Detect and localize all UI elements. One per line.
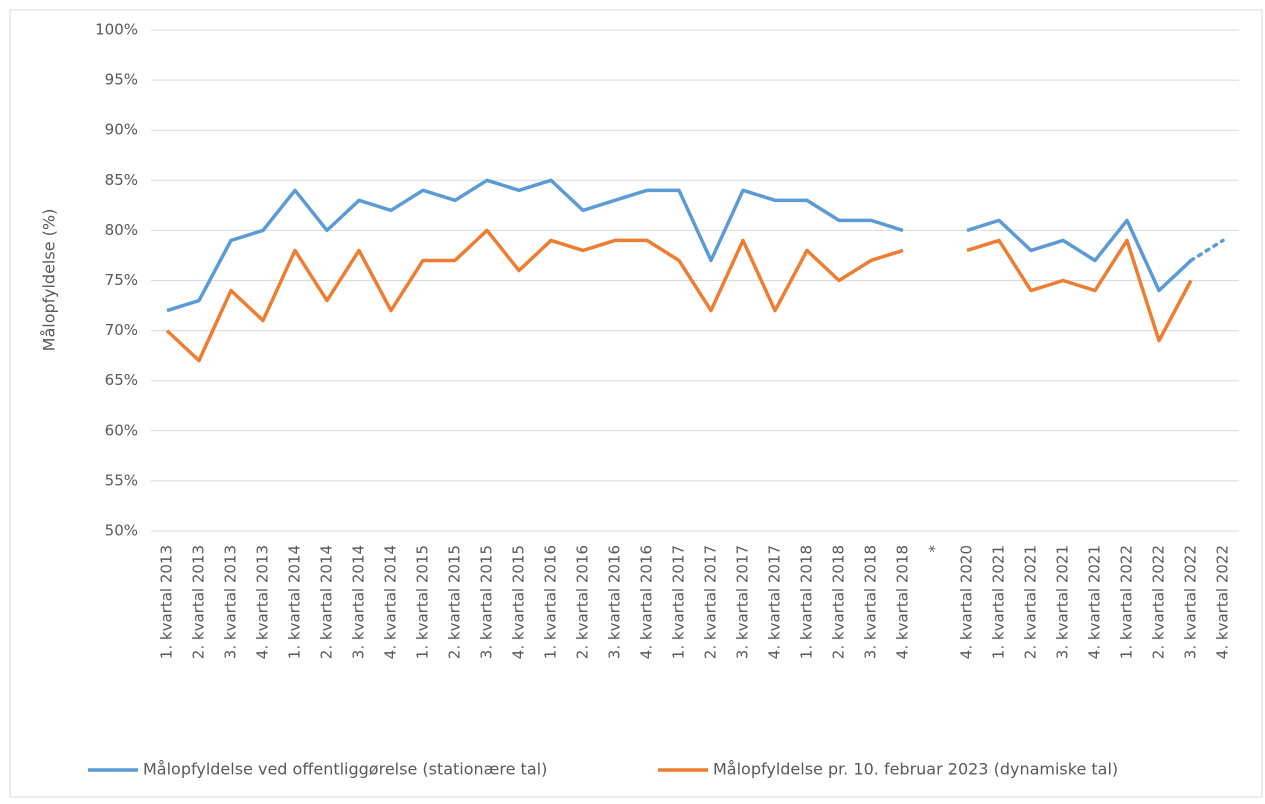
x-tick-label: 2. kvartal 2021: [1022, 545, 1040, 659]
chart-border: [9, 9, 1263, 798]
x-tick-label: 2. kvartal 2018: [830, 545, 848, 659]
x-tick-label: 1. kvartal 2016: [542, 545, 560, 659]
x-tick-label: 4. kvartal 2013: [254, 545, 272, 659]
y-tick-label: 90%: [105, 121, 138, 139]
x-tick-label: 1. kvartal 2013: [158, 545, 176, 659]
x-tick-label: 3. kvartal 2014: [350, 545, 368, 659]
x-tick-label: 4. kvartal 2021: [1086, 545, 1104, 659]
y-tick-label: 70%: [105, 321, 138, 339]
x-tick-label: 4. kvartal 2018: [894, 545, 912, 659]
x-tick-label: 4. kvartal 2020: [958, 545, 976, 659]
y-tick-label: 65%: [105, 371, 138, 389]
x-tick-label: 3. kvartal 2013: [222, 545, 240, 659]
x-tick-label: 2. kvartal 2022: [1150, 545, 1168, 659]
x-tick-label: 4. kvartal 2015: [510, 545, 528, 659]
y-tick-label: 100%: [95, 21, 138, 39]
x-tick-label: 2. kvartal 2016: [574, 545, 592, 659]
x-tick-label: 1. kvartal 2018: [798, 545, 816, 659]
x-tick-label: 3. kvartal 2017: [734, 545, 752, 659]
x-tick-label: 1. kvartal 2015: [414, 545, 432, 659]
x-tick-label: *: [926, 545, 944, 553]
y-tick-label: 80%: [105, 221, 138, 239]
x-tick-label: 4. kvartal 2016: [638, 545, 656, 659]
x-tick-label: 4. kvartal 2014: [382, 545, 400, 659]
y-tick-label: 60%: [105, 421, 138, 439]
x-tick-label: 1. kvartal 2017: [670, 545, 688, 659]
x-tick-label: 4. kvartal 2017: [766, 545, 784, 659]
x-tick-label: 3. kvartal 2021: [1054, 545, 1072, 659]
x-tick-label: 3. kvartal 2018: [862, 545, 880, 659]
y-tick-label: 85%: [105, 171, 138, 189]
y-tick-label: 95%: [105, 71, 138, 89]
legend-label: Målopfyldelse ved offentliggørelse (stat…: [143, 760, 547, 779]
x-tick-label: 2. kvartal 2017: [702, 545, 720, 659]
series-line: [165, 228, 1193, 363]
x-tick-label: 1. kvartal 2021: [990, 545, 1008, 659]
x-tick-label: 2. kvartal 2013: [190, 545, 208, 659]
x-tick-label: 3. kvartal 2016: [606, 545, 624, 659]
y-tick-label: 50%: [105, 522, 138, 540]
x-tick-label: 2. kvartal 2014: [318, 545, 336, 659]
series-line-projection: [1189, 238, 1225, 263]
x-tick-label: 1. kvartal 2022: [1118, 545, 1136, 659]
y-axis-label: Målopfyldelse (%): [40, 209, 59, 352]
y-tick-label: 55%: [105, 471, 138, 489]
legend-label: Målopfyldelse pr. 10. februar 2023 (dyna…: [713, 760, 1118, 779]
x-tick-label: 3. kvartal 2015: [478, 545, 496, 659]
series-line: [166, 178, 1193, 313]
x-tick-label: 4. kvartal 2022: [1214, 545, 1232, 659]
x-tick-label: 1. kvartal 2014: [286, 545, 304, 659]
x-tick-label: 3. kvartal 2022: [1182, 545, 1200, 659]
x-tick-label: 2. kvartal 2015: [446, 545, 464, 659]
y-tick-label: 75%: [105, 271, 138, 289]
